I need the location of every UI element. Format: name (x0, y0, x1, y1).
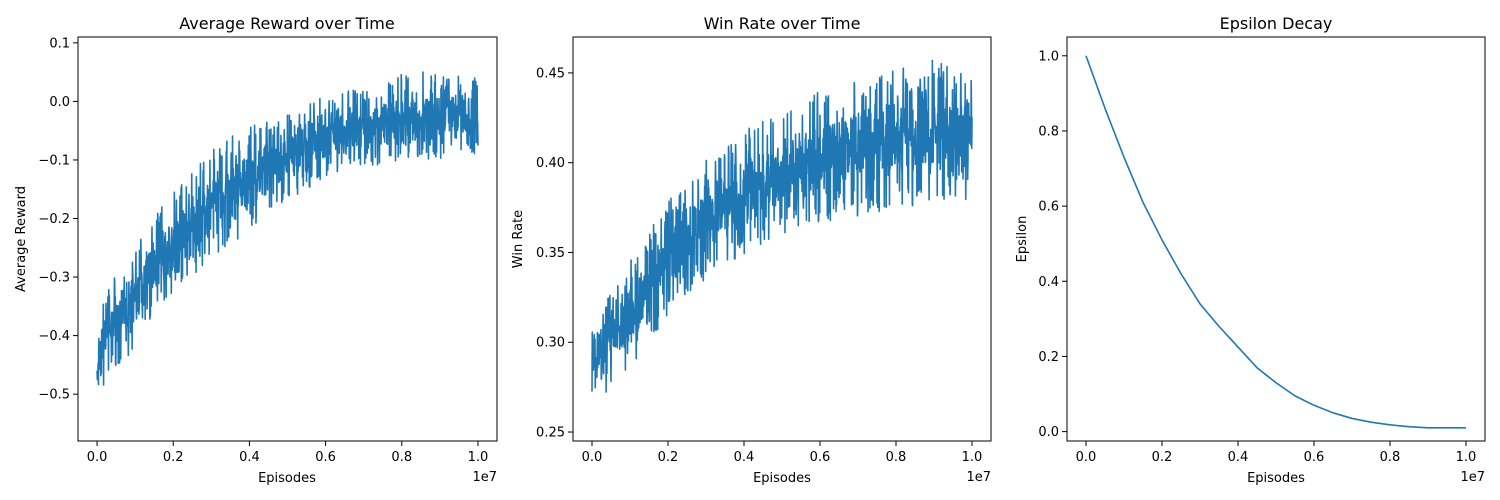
epsilon-x-ticks: 0.0 0.2 0.4 0.6 0.8 1.0 (1076, 441, 1477, 465)
winrate-y-tick-label: 0.45 (536, 66, 565, 81)
reward-y-tick-label: −0.4 (38, 329, 70, 344)
winrate-series-line (591, 59, 973, 393)
reward-x-offset-text: 1e7 (472, 470, 497, 485)
epsilon-x-offset-text: 1e7 (1460, 470, 1485, 485)
winrate-x-offset-text: 1e7 (966, 470, 991, 485)
winrate-plot-area (591, 59, 973, 393)
winrate-y-axis-label: Win Rate (511, 210, 526, 268)
reward-y-tick-label: −0.5 (38, 388, 70, 403)
epsilon-y-tick-label: 1.0 (1038, 49, 1059, 64)
winrate-x-ticks: 0.0 0.2 0.4 0.6 0.8 1.0 (582, 441, 983, 465)
reward-y-tick-label: −0.2 (38, 212, 70, 227)
reward-y-ticks: −0.5 −0.4 −0.3 −0.2 −0.1 0.0 0.1 (38, 36, 78, 403)
reward-x-axis-label: Episodes (258, 471, 316, 486)
reward-x-tick-label: 0.6 (315, 450, 336, 465)
winrate-x-tick-label: 0.0 (582, 450, 603, 465)
reward-plot-area (96, 71, 479, 386)
epsilon-axes-frame (1066, 36, 1486, 442)
epsilon-x-tick-label: 0.0 (1076, 450, 1097, 465)
winrate-y-tick-label: 0.40 (536, 156, 565, 171)
epsilon-plot-area (1085, 55, 1466, 429)
reward-x-tick-label: 0.0 (87, 450, 108, 465)
reward-title: Average Reward over Time (179, 14, 394, 33)
winrate-x-tick-label: 0.6 (810, 450, 831, 465)
reward-series-line (96, 71, 479, 386)
reward-panel: Average Reward over Time 0.0 0.2 0.4 0.6 0.8… (14, 14, 498, 486)
epsilon-x-tick-label: 0.2 (1152, 450, 1173, 465)
winrate-y-ticks: 0.25 0.30 0.35 0.40 0.45 (536, 66, 573, 441)
epsilon-y-tick-label: 0.0 (1038, 425, 1059, 440)
winrate-title: Win Rate over Time (704, 14, 861, 33)
reward-y-axis-label: Average Reward (14, 186, 29, 292)
reward-axes-frame (77, 36, 498, 442)
winrate-axes-frame (572, 36, 992, 442)
winrate-x-tick-label: 0.4 (734, 450, 755, 465)
reward-y-tick-label: 0.1 (49, 36, 70, 51)
epsilon-panel: Epsilon Decay 0.0 0.2 0.4 0.6 0.8 1.0 0.00.20… (1015, 14, 1486, 486)
epsilon-y-axis-label: Epsilon (1015, 216, 1030, 263)
epsilon-x-tick-label: 0.4 (1228, 450, 1249, 465)
winrate-x-axis-label: Episodes (753, 471, 811, 486)
epsilon-x-tick-label: 0.8 (1380, 450, 1401, 465)
epsilon-x-axis-label: Episodes (1247, 471, 1305, 486)
epsilon-y-tick-label: 0.8 (1038, 124, 1059, 139)
reward-x-tick-label: 0.2 (163, 450, 184, 465)
winrate-y-tick-label: 0.25 (536, 426, 565, 441)
reward-x-tick-label: 0.4 (239, 450, 260, 465)
winrate-x-tick-label: 0.2 (658, 450, 679, 465)
reward-x-tick-label: 1.0 (468, 450, 489, 465)
reward-y-tick-label: −0.1 (38, 153, 70, 168)
winrate-y-tick-label: 0.35 (536, 246, 565, 261)
winrate-x-tick-label: 0.8 (886, 450, 907, 465)
epsilon-x-tick-label: 1.0 (1456, 450, 1477, 465)
winrate-panel: Win Rate over Time 0.0 0.2 0.4 0.6 0.8 1.0 0.… (511, 14, 992, 486)
epsilon-x-tick-label: 0.6 (1304, 450, 1325, 465)
epsilon-title: Epsilon Decay (1220, 14, 1333, 33)
epsilon-y-tick-label: 0.2 (1038, 350, 1059, 365)
epsilon-y-ticks: 0.0 0.2 0.4 0.6 0.8 1.0 (1038, 49, 1067, 440)
reward-x-tick-label: 0.8 (391, 450, 412, 465)
winrate-x-tick-label: 1.0 (962, 450, 983, 465)
epsilon-series-line (1085, 55, 1466, 429)
reward-x-ticks: 0.0 0.2 0.4 0.6 0.8 1.0 (87, 441, 489, 465)
epsilon-y-tick-label: 0.6 (1038, 200, 1059, 215)
reward-y-tick-label: −0.3 (38, 271, 70, 286)
epsilon-y-tick-label: 0.4 (1038, 275, 1059, 290)
reward-y-tick-label: 0.0 (49, 95, 70, 110)
winrate-y-tick-label: 0.30 (536, 336, 565, 351)
